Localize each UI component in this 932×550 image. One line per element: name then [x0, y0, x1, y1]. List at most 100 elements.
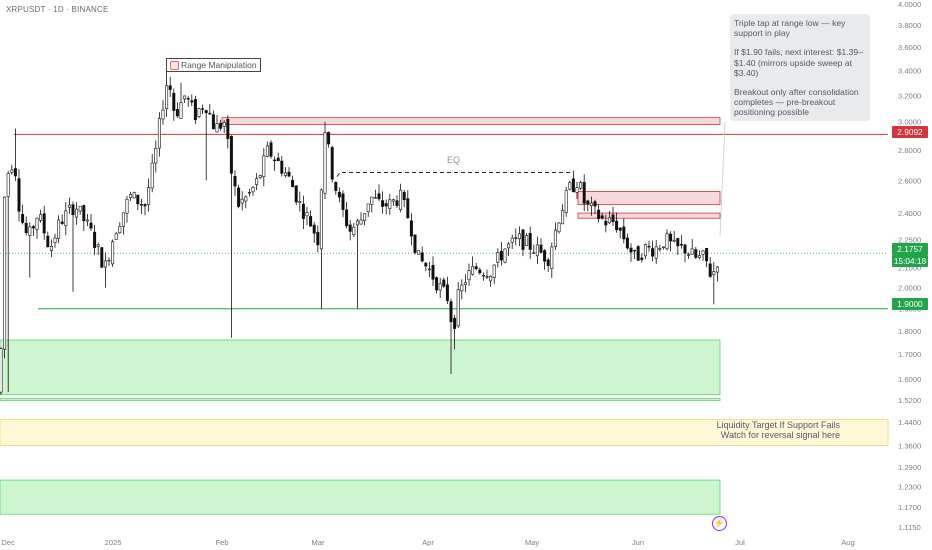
- candle-body: [568, 182, 572, 190]
- candle-body: [535, 244, 539, 257]
- candle-body: [492, 264, 496, 279]
- x-tick-label: May: [525, 538, 540, 547]
- candle-body: [49, 246, 53, 251]
- zone-supply_low: [577, 212, 721, 219]
- support-badge: 1.9000: [892, 298, 928, 310]
- candle-body: [586, 200, 590, 205]
- candle-body: [449, 301, 453, 323]
- candle-body: [708, 263, 712, 277]
- candle-body: [301, 203, 305, 219]
- candle-body: [183, 95, 187, 100]
- candle-body: [575, 187, 579, 193]
- y-tick-label: 1.4400: [898, 418, 921, 427]
- candle-body: [658, 248, 662, 250]
- candle-body: [424, 262, 428, 267]
- y-tick-label: 3.4000: [898, 67, 921, 76]
- candle-body: [82, 205, 86, 222]
- candle-body: [525, 235, 529, 246]
- candle-body: [564, 190, 568, 213]
- symbol-label[interactable]: XRPUSDT · 1D · BINANCE: [6, 5, 109, 14]
- candle-body: [89, 222, 93, 229]
- candle-body: [197, 108, 201, 117]
- candle-body: [420, 252, 424, 262]
- lightning-icon[interactable]: ⚡: [712, 516, 727, 531]
- candle-body: [553, 229, 557, 247]
- candle-body: [251, 186, 255, 193]
- candle-body: [312, 224, 316, 234]
- candle-body: [215, 123, 219, 133]
- candle-body: [438, 283, 442, 291]
- note-line-3: Breakout only after consolidation comple…: [734, 87, 859, 118]
- candle-body: [71, 204, 75, 216]
- candle-body: [395, 200, 399, 206]
- candle-body: [406, 198, 410, 219]
- candle-body: [75, 208, 79, 218]
- candle-body: [636, 246, 640, 261]
- candle-body: [384, 203, 388, 207]
- candle-body: [517, 233, 521, 240]
- y-tick-label: 2.8000: [898, 146, 921, 155]
- candle-body: [208, 112, 212, 115]
- candle-body: [604, 220, 608, 226]
- candle-body: [460, 284, 464, 292]
- candle-body: [672, 239, 676, 242]
- note-connector-line: [719, 121, 726, 237]
- price-axis[interactable]: 4.0000 3.8000 3.6000 3.4000 3.2000 3.0000 2.80…: [898, 0, 921, 532]
- y-tick-label: 1.1700: [898, 503, 921, 512]
- candle-body: [179, 102, 183, 119]
- candle-body: [114, 233, 118, 240]
- candle-body: [640, 257, 644, 260]
- candle-body: [291, 179, 295, 188]
- candle-body: [3, 196, 7, 350]
- candle-body: [60, 221, 64, 224]
- candle-body: [345, 209, 349, 227]
- analysis-note[interactable]: Triple tap at range low — key support in…: [730, 14, 870, 121]
- candle-body: [327, 132, 331, 145]
- x-tick-label: 2025: [105, 538, 122, 547]
- range-manipulation-text: Range Manipulation: [181, 60, 257, 70]
- candle-body: [222, 122, 226, 127]
- candle-body: [427, 268, 431, 271]
- candle-body: [204, 110, 208, 114]
- candle-body: [381, 200, 385, 207]
- y-tick-label: 3.8000: [898, 21, 921, 30]
- candle-body: [399, 189, 403, 210]
- zone-liquidity_target: [0, 418, 889, 446]
- candle-body: [510, 237, 514, 243]
- candle-body: [175, 108, 179, 117]
- candle-body: [471, 266, 475, 275]
- candle-body: [690, 248, 694, 255]
- candle-body: [600, 215, 604, 219]
- x-tick-label: Mar: [311, 538, 325, 547]
- candle-body: [280, 160, 284, 174]
- zone-supply_mid: [577, 191, 721, 206]
- candle-body: [85, 219, 89, 222]
- y-tick-label: 1.8000: [898, 327, 921, 336]
- candle-body: [294, 185, 298, 203]
- candle-body: [363, 213, 367, 222]
- candle-body: [103, 260, 107, 268]
- candle-body: [121, 212, 125, 227]
- x-tick-label: Aug: [841, 538, 855, 547]
- candle-body: [201, 108, 205, 110]
- candle-body: [409, 220, 413, 237]
- candle-body: [377, 193, 381, 200]
- candle-body: [139, 204, 143, 206]
- candle-body: [543, 250, 547, 262]
- candle-body: [229, 135, 233, 174]
- candle-body: [125, 198, 129, 214]
- candle-body: [265, 145, 269, 157]
- candle-body: [46, 235, 50, 248]
- candle-body: [21, 214, 25, 223]
- candle-body: [514, 237, 518, 239]
- candle-body: [132, 192, 136, 199]
- candle-body: [186, 98, 190, 100]
- candle-body: [676, 238, 680, 247]
- candle-body: [485, 276, 489, 278]
- x-tick-label: Jun: [632, 538, 644, 547]
- candle-body: [355, 220, 359, 226]
- resistance-badge: 2.9092: [892, 126, 928, 138]
- time-axis[interactable]: Dec 2025 Feb Mar Apr May Jun Jul Aug: [1, 538, 855, 547]
- candle-body: [445, 284, 449, 301]
